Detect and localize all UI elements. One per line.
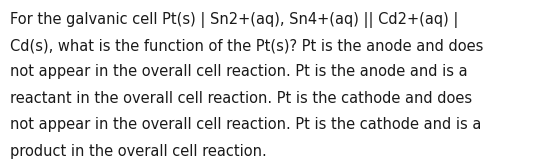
Text: reactant in the overall cell reaction. Pt is the cathode and does: reactant in the overall cell reaction. P… — [10, 91, 472, 106]
Text: product in the overall cell reaction.: product in the overall cell reaction. — [10, 144, 267, 159]
Text: For the galvanic cell Pt(s) | Sn2+(aq), Sn4+(aq) || Cd2+(aq) |: For the galvanic cell Pt(s) | Sn2+(aq), … — [10, 12, 459, 28]
Text: not appear in the overall cell reaction. Pt is the cathode and is a: not appear in the overall cell reaction.… — [10, 117, 482, 132]
Text: not appear in the overall cell reaction. Pt is the anode and is a: not appear in the overall cell reaction.… — [10, 64, 468, 79]
Text: Cd(s), what is the function of the Pt(s)? Pt is the anode and does: Cd(s), what is the function of the Pt(s)… — [10, 38, 483, 53]
